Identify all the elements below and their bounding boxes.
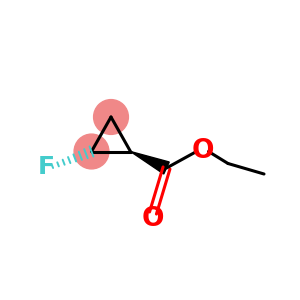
Text: F: F [38,154,55,178]
Text: O: O [191,139,214,164]
Polygon shape [130,152,169,174]
Text: O: O [142,206,164,232]
Circle shape [74,134,109,169]
Circle shape [94,100,128,134]
